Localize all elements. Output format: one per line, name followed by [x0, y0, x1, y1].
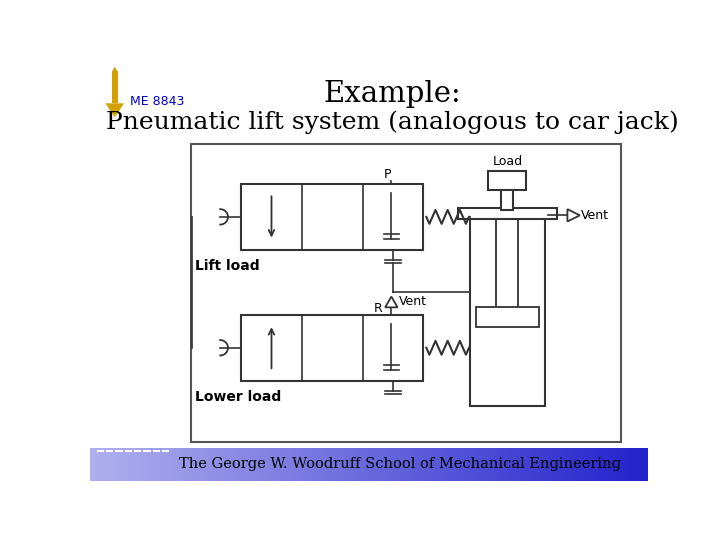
Bar	[458, 208, 557, 219]
Text: Pneumatic lift system (analogous to car jack): Pneumatic lift system (analogous to car …	[106, 111, 679, 134]
Text: Vent: Vent	[581, 209, 609, 222]
Polygon shape	[106, 103, 124, 117]
Polygon shape	[385, 296, 397, 307]
Text: Vent: Vent	[399, 295, 427, 308]
Text: R: R	[373, 302, 382, 315]
Text: ME 8843: ME 8843	[130, 95, 184, 108]
Bar	[241, 184, 423, 249]
Polygon shape	[567, 209, 580, 221]
Polygon shape	[112, 66, 117, 71]
Bar	[476, 307, 539, 327]
Text: Example:: Example:	[323, 80, 461, 108]
Bar	[500, 188, 513, 210]
Bar	[496, 217, 518, 315]
Text: Lower load: Lower load	[194, 390, 281, 404]
Text: Lift load: Lift load	[194, 259, 259, 273]
Text: P: P	[384, 168, 392, 181]
Bar	[488, 171, 526, 190]
Bar	[191, 144, 621, 442]
Bar	[112, 71, 118, 103]
Text: The George W. Woodruff School of Mechanical Engineering: The George W. Woodruff School of Mechani…	[179, 457, 621, 471]
Text: Load: Load	[492, 155, 523, 168]
Bar	[469, 217, 545, 406]
Bar	[241, 315, 423, 381]
